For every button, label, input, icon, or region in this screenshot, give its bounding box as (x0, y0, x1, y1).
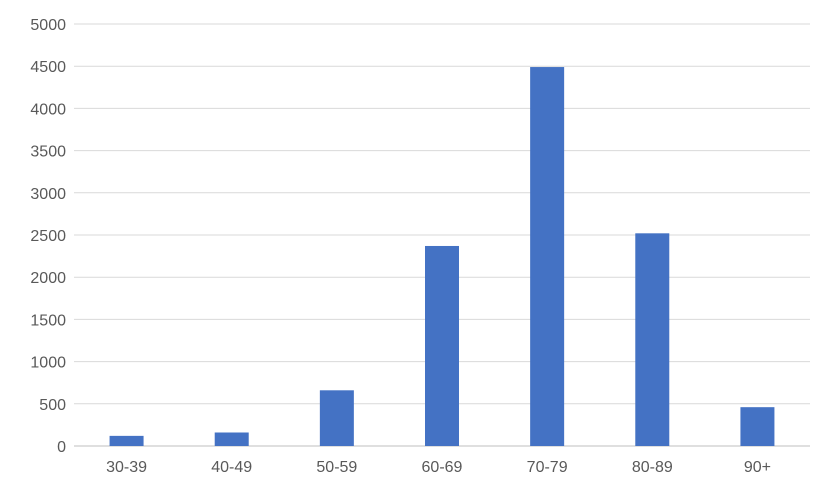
y-tick-label: 2500 (30, 228, 66, 245)
bar-40-49 (214, 432, 249, 446)
y-tick-label: 5000 (30, 17, 66, 34)
bar-90+ (740, 407, 775, 446)
x-tick-label: 30-39 (106, 459, 147, 476)
bar-30-39 (109, 435, 144, 446)
y-tick-label: 500 (39, 397, 66, 414)
y-tick-label: 3500 (30, 144, 66, 161)
x-tick-label: 60-69 (422, 459, 463, 476)
bar-80-89 (635, 233, 670, 446)
y-tick-label: 1000 (30, 355, 66, 372)
bar-50-59 (319, 390, 354, 446)
x-tick-label: 80-89 (632, 459, 673, 476)
x-tick-label: 70-79 (527, 459, 568, 476)
y-axis-tick-labels: 0 500 1000 1500 2000 2500 3000 3500 4000 4500 5000 (30, 17, 66, 456)
y-tick-label: 0 (57, 439, 66, 456)
y-tick-label: 4500 (30, 59, 66, 76)
y-tick-label: 4000 (30, 101, 66, 118)
bars (109, 67, 775, 446)
bar-60-69 (425, 245, 459, 446)
bar-70-79 (530, 67, 565, 446)
x-axis-tick-labels: 30-39 40-49 50-59 60-69 70-79 80-89 90+ (106, 459, 771, 476)
x-tick-label: 50-59 (316, 459, 357, 476)
y-tick-label: 2000 (30, 270, 66, 287)
x-tick-label: 90+ (744, 459, 771, 476)
x-tick-label: 40-49 (211, 459, 252, 476)
y-tick-label: 3000 (30, 186, 66, 203)
y-tick-label: 1500 (30, 312, 66, 329)
